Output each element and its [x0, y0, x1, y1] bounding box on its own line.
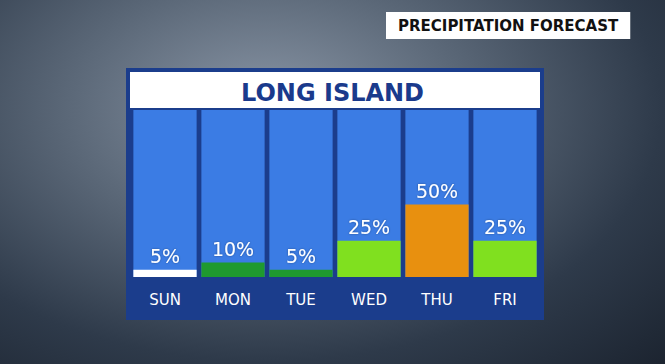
- svg-text:PRECIPITATION FORECAST: PRECIPITATION FORECAST: [398, 17, 619, 35]
- svg-text:10%: 10%: [212, 238, 254, 260]
- svg-text:50%: 50%: [416, 180, 458, 202]
- svg-text:25%: 25%: [348, 216, 390, 238]
- svg-text:WED: WED: [351, 291, 387, 309]
- svg-text:FRI: FRI: [493, 291, 516, 309]
- svg-text:LONG ISLAND: LONG ISLAND: [241, 79, 424, 107]
- svg-text:THU: THU: [420, 291, 452, 309]
- svg-text:5%: 5%: [286, 245, 316, 267]
- svg-text:SUN: SUN: [149, 291, 181, 309]
- svg-text:25%: 25%: [484, 216, 526, 238]
- svg-text:TUE: TUE: [285, 291, 316, 309]
- svg-text:MON: MON: [215, 291, 251, 309]
- svg-text:5%: 5%: [150, 245, 180, 267]
